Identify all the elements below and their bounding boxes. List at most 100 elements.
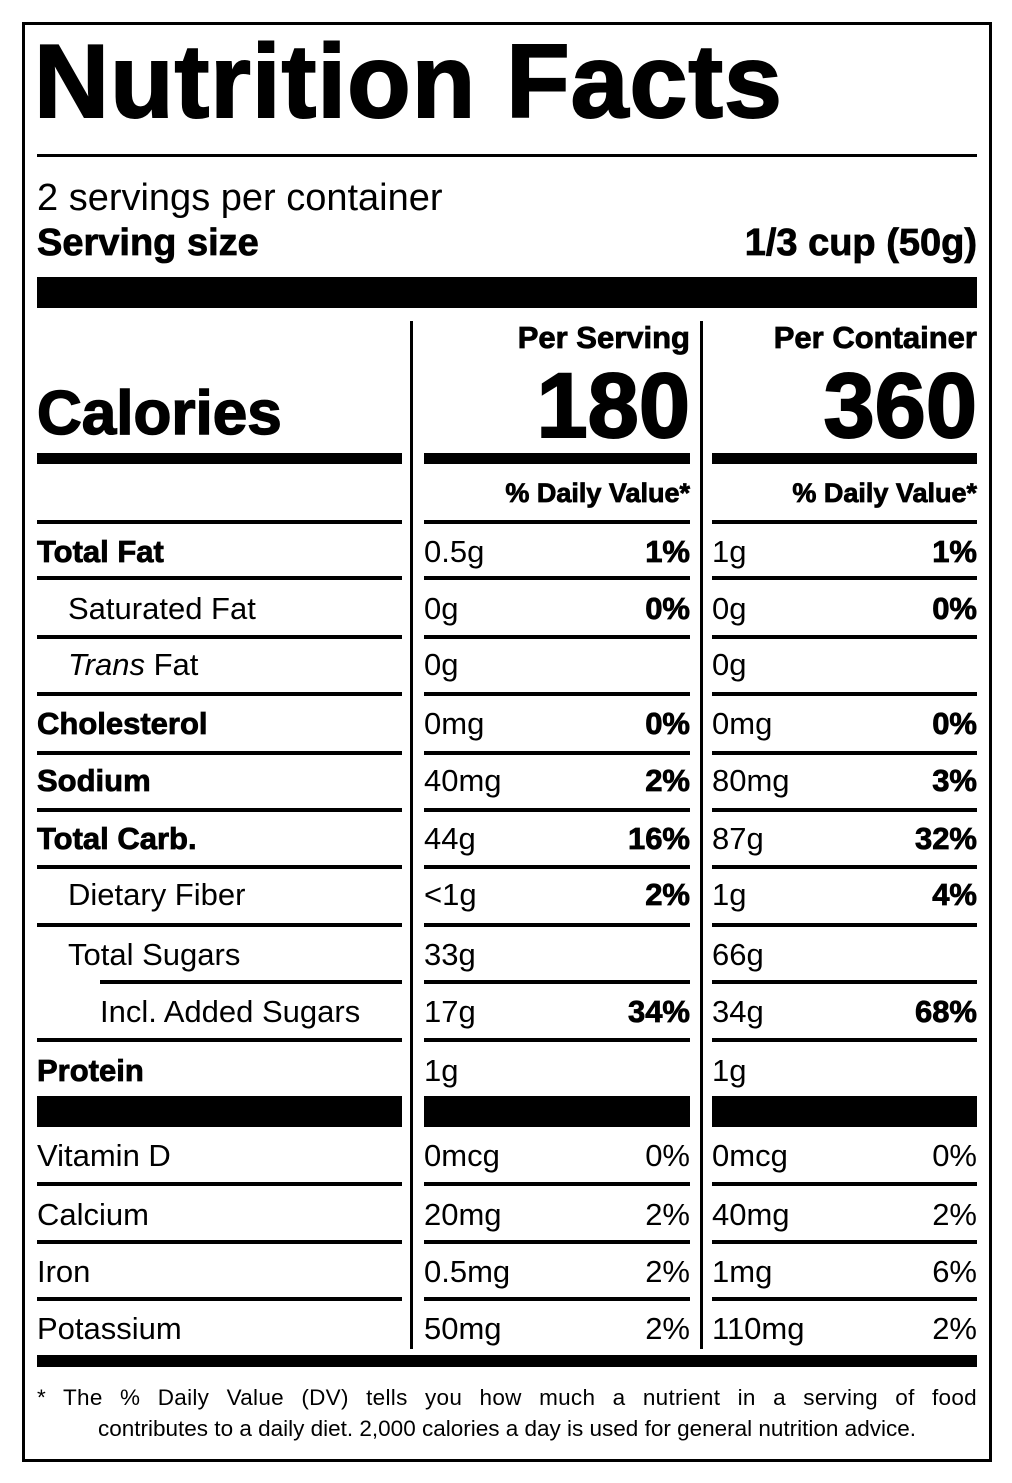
container-amount: 34g bbox=[712, 994, 764, 1029]
vitamin-container-dv: 0% bbox=[932, 1138, 977, 1173]
serving-amount: 0g bbox=[424, 591, 459, 626]
container-dv: 68% bbox=[914, 994, 978, 1029]
vitamin-container-dv: 6% bbox=[932, 1254, 977, 1289]
row-rule-label bbox=[37, 1038, 402, 1042]
column-divider-1 bbox=[410, 321, 413, 1349]
container-amount: 1g bbox=[712, 877, 747, 912]
per-container-header: Per Container bbox=[773, 320, 977, 355]
serving-amount: 1g bbox=[424, 1053, 459, 1088]
row-rule-serving bbox=[424, 1297, 690, 1301]
row-rule-serving bbox=[424, 692, 690, 696]
serving-amount: 44g bbox=[424, 821, 476, 856]
row-rule-serving bbox=[424, 751, 690, 755]
footnote: * The % Daily Value (DV) tells you how m… bbox=[37, 1382, 977, 1444]
serving-amount: 17g bbox=[424, 994, 476, 1029]
nutrient-name: Trans Fat bbox=[68, 649, 198, 680]
row-rule-serving bbox=[424, 808, 690, 812]
footnote-line-2: contributes to a daily diet. 2,000 calor… bbox=[98, 1416, 916, 1441]
serving-amount: 0g bbox=[424, 647, 459, 682]
vitamins-thick-bar-serving bbox=[424, 1096, 690, 1127]
vitamin-container-amount: 110mg bbox=[712, 1311, 805, 1346]
serving-amount: 33g bbox=[424, 937, 476, 972]
serving-amount: 0.5g bbox=[424, 534, 485, 569]
nutrient-name: Total Carb. bbox=[37, 821, 197, 856]
vitamin-container-dv: 2% bbox=[932, 1311, 977, 1346]
row-rule-serving bbox=[424, 980, 690, 984]
calories-per-serving: 180 bbox=[536, 355, 691, 457]
row-rule-label bbox=[37, 692, 402, 696]
serving-dv: 2% bbox=[645, 763, 691, 798]
vitamin-name: Calcium bbox=[37, 1197, 149, 1232]
container-dv: 1% bbox=[932, 534, 978, 569]
nutrient-name: Cholesterol bbox=[37, 706, 208, 741]
serving-dv: 0% bbox=[645, 591, 691, 626]
calories-label: Calories bbox=[36, 379, 282, 448]
container-amount: 0g bbox=[712, 591, 747, 626]
container-amount: 66g bbox=[712, 937, 764, 972]
vitamin-name: Vitamin D bbox=[37, 1138, 171, 1173]
serving-dv: 34% bbox=[627, 994, 691, 1029]
row-rule-serving bbox=[424, 576, 690, 580]
row-rule-label bbox=[37, 808, 402, 812]
container-dv: 3% bbox=[932, 763, 978, 798]
serving-dv: 1% bbox=[645, 534, 691, 569]
container-amount: 80mg bbox=[712, 763, 790, 798]
row-rule-container bbox=[712, 808, 977, 812]
vitamin-serving-amount: 20mg bbox=[424, 1197, 502, 1232]
row-rule-label bbox=[37, 1240, 402, 1244]
row-rule-label bbox=[37, 520, 402, 524]
nutrient-name-rest: Fat bbox=[144, 647, 199, 682]
row-rule-serving bbox=[424, 635, 690, 639]
container-dv: 0% bbox=[932, 706, 978, 741]
serving-dv: 16% bbox=[627, 821, 691, 856]
row-rule-container bbox=[712, 692, 977, 696]
row-rule-label bbox=[100, 980, 402, 984]
serving-dv: 2% bbox=[645, 877, 691, 912]
row-rule-label bbox=[37, 1182, 402, 1186]
container-amount: 87g bbox=[712, 821, 764, 856]
vitamin-container-amount: 40mg bbox=[712, 1197, 790, 1232]
serving-dv: 0% bbox=[645, 706, 691, 741]
serving-amount: <1g bbox=[424, 877, 477, 912]
calories-bar-label bbox=[37, 453, 402, 464]
column-divider-2 bbox=[700, 321, 703, 1349]
row-rule-serving bbox=[424, 865, 690, 869]
dv-header-serving: % Daily Value* bbox=[505, 478, 690, 508]
row-rule-serving bbox=[424, 1240, 690, 1244]
row-rule-container bbox=[712, 635, 977, 639]
vitamin-serving-dv: 2% bbox=[645, 1311, 690, 1346]
serving-size-value: 1/3 cup (50g) bbox=[744, 222, 977, 264]
row-rule-container bbox=[712, 1182, 977, 1186]
serving-amount: 40mg bbox=[424, 763, 502, 798]
container-amount: 0mg bbox=[712, 706, 773, 741]
row-rule-container bbox=[712, 751, 977, 755]
container-dv: 0% bbox=[932, 591, 978, 626]
bottom-thick-bar bbox=[37, 1355, 977, 1367]
vitamin-serving-amount: 0mcg bbox=[424, 1138, 500, 1173]
vitamin-serving-dv: 0% bbox=[645, 1138, 690, 1173]
container-dv: 4% bbox=[932, 877, 978, 912]
calories-bar-serving bbox=[424, 453, 690, 464]
row-rule-label bbox=[37, 1297, 402, 1301]
row-rule-label bbox=[37, 751, 402, 755]
container-amount: 0g bbox=[712, 647, 747, 682]
row-rule-serving bbox=[424, 1182, 690, 1186]
row-rule-serving bbox=[424, 1038, 690, 1042]
row-rule-container bbox=[712, 576, 977, 580]
container-dv: 32% bbox=[914, 821, 978, 856]
row-rule-label bbox=[37, 865, 402, 869]
nutrient-name: Sodium bbox=[37, 763, 151, 798]
footnote-line-1: * The % Daily Value (DV) tells you how m… bbox=[37, 1385, 977, 1410]
vitamin-container-dv: 2% bbox=[932, 1197, 977, 1232]
vitamin-serving-dv: 2% bbox=[645, 1197, 690, 1232]
container-amount: 1g bbox=[712, 1053, 747, 1088]
row-rule-container bbox=[712, 865, 977, 869]
vitamin-serving-amount: 0.5mg bbox=[424, 1254, 511, 1289]
calories-bar-container bbox=[712, 453, 977, 464]
nutrient-name: Protein bbox=[37, 1053, 145, 1088]
serving-thick-bar bbox=[37, 277, 977, 308]
nutrient-name: Total Sugars bbox=[68, 937, 241, 972]
row-rule-container bbox=[712, 980, 977, 984]
title-rule bbox=[37, 154, 977, 157]
row-rule-container bbox=[712, 1240, 977, 1244]
